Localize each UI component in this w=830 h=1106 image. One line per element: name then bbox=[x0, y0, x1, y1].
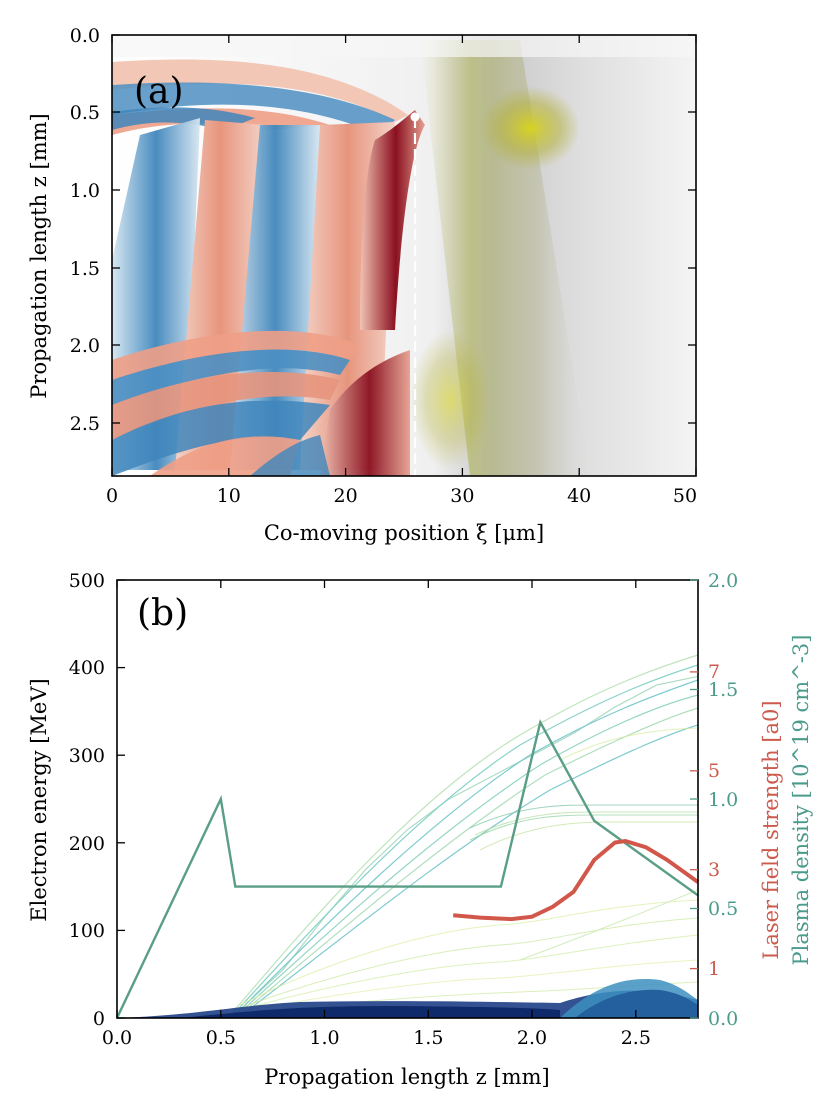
panel-b-label: (b) bbox=[137, 593, 188, 634]
panel-a-heatmap: 0 10 20 30 40 50 0.0 0.5 1.0 1.5 2.0 2.5… bbox=[27, 25, 697, 545]
laser-line bbox=[453, 838, 700, 922]
plateau-trajectories bbox=[469, 727, 698, 851]
panel-a-xlabel: Co-moving position ξ [μm] bbox=[264, 521, 544, 545]
panel-b-ytick-label: 100 bbox=[69, 920, 105, 942]
panel-b-ylabel: Electron energy [MeV] bbox=[27, 678, 51, 921]
panel-a-label: (a) bbox=[134, 71, 184, 112]
panel-b-xticks bbox=[116, 580, 637, 1018]
laser-tick-label: 5 bbox=[708, 760, 720, 782]
density-line bbox=[115, 718, 699, 1019]
panel-b-xtick-label: 2.0 bbox=[517, 1027, 547, 1049]
panel-a-marker bbox=[410, 112, 420, 122]
laser-tick-label: 1 bbox=[708, 958, 720, 980]
panel-b-ytick-label: 400 bbox=[69, 657, 105, 679]
panel-b-xlabel: Propagation length z [mm] bbox=[264, 1065, 549, 1089]
panel-b-xtick-label: 0.0 bbox=[102, 1027, 132, 1049]
panel-b-xtick-label: 0.5 bbox=[206, 1027, 236, 1049]
panel-b-lineplot: 0.0 0.5 1.0 1.5 2.0 2.5 500 400 300 200 … bbox=[27, 570, 813, 1089]
panel-a-xtick-label: 0 bbox=[106, 485, 118, 507]
density-tick-label: 1.5 bbox=[708, 679, 738, 701]
density-tick-label: 0.0 bbox=[708, 1008, 738, 1030]
panel-b-ytick-label: 0 bbox=[93, 1008, 105, 1030]
panel-a-ytick-label: 2.0 bbox=[70, 335, 100, 357]
panel-a-xticks bbox=[111, 35, 697, 476]
panel-a-frame bbox=[111, 34, 697, 477]
panel-a-xtick-label: 40 bbox=[567, 485, 591, 507]
laser-axis-label: Laser field strength [a0] bbox=[759, 700, 783, 959]
panel-b-xtick-label: 1.5 bbox=[413, 1027, 443, 1049]
panel-a-ytick-label: 1.5 bbox=[70, 258, 100, 280]
panel-a-xtick-label: 30 bbox=[450, 485, 474, 507]
panel-a-yticks bbox=[112, 34, 696, 424]
panel-b-ytick-label: 300 bbox=[69, 745, 105, 767]
panel-b-xtick-label: 2.5 bbox=[621, 1027, 651, 1049]
density-tick-label: 2.0 bbox=[708, 570, 738, 592]
panel-b-ytick-label: 500 bbox=[69, 570, 105, 592]
main-bunch-trajectories bbox=[227, 654, 698, 1018]
panel-a-xtick-label: 10 bbox=[217, 485, 241, 507]
laser-tick-label: 7 bbox=[708, 661, 720, 683]
panel-a-ytick-label: 2.5 bbox=[70, 413, 100, 435]
density-axis-label: Plasma density [10^19 cm^-3] bbox=[789, 635, 813, 966]
panel-b-yticks bbox=[117, 579, 125, 1019]
panel-a-xtick-label: 20 bbox=[334, 485, 358, 507]
panel-a-xtick-label: 50 bbox=[673, 485, 697, 507]
panel-b-frame bbox=[116, 579, 699, 1019]
density-tick-label: 1.0 bbox=[708, 789, 738, 811]
panel-b-right-ticks bbox=[690, 579, 698, 1019]
panel-a-ylabel: Propagation length z [mm] bbox=[27, 113, 51, 398]
panel-a-ytick-label: 1.0 bbox=[70, 180, 100, 202]
panel-b-xtick-label: 1.0 bbox=[309, 1027, 339, 1049]
laser-tick-label: 3 bbox=[708, 859, 720, 881]
density-tick-label: 0.5 bbox=[708, 898, 738, 920]
panel-a-ytick-label: 0.5 bbox=[70, 102, 100, 124]
panel-a-ytick-label: 0.0 bbox=[70, 25, 100, 47]
panel-b-ytick-label: 200 bbox=[69, 833, 105, 855]
